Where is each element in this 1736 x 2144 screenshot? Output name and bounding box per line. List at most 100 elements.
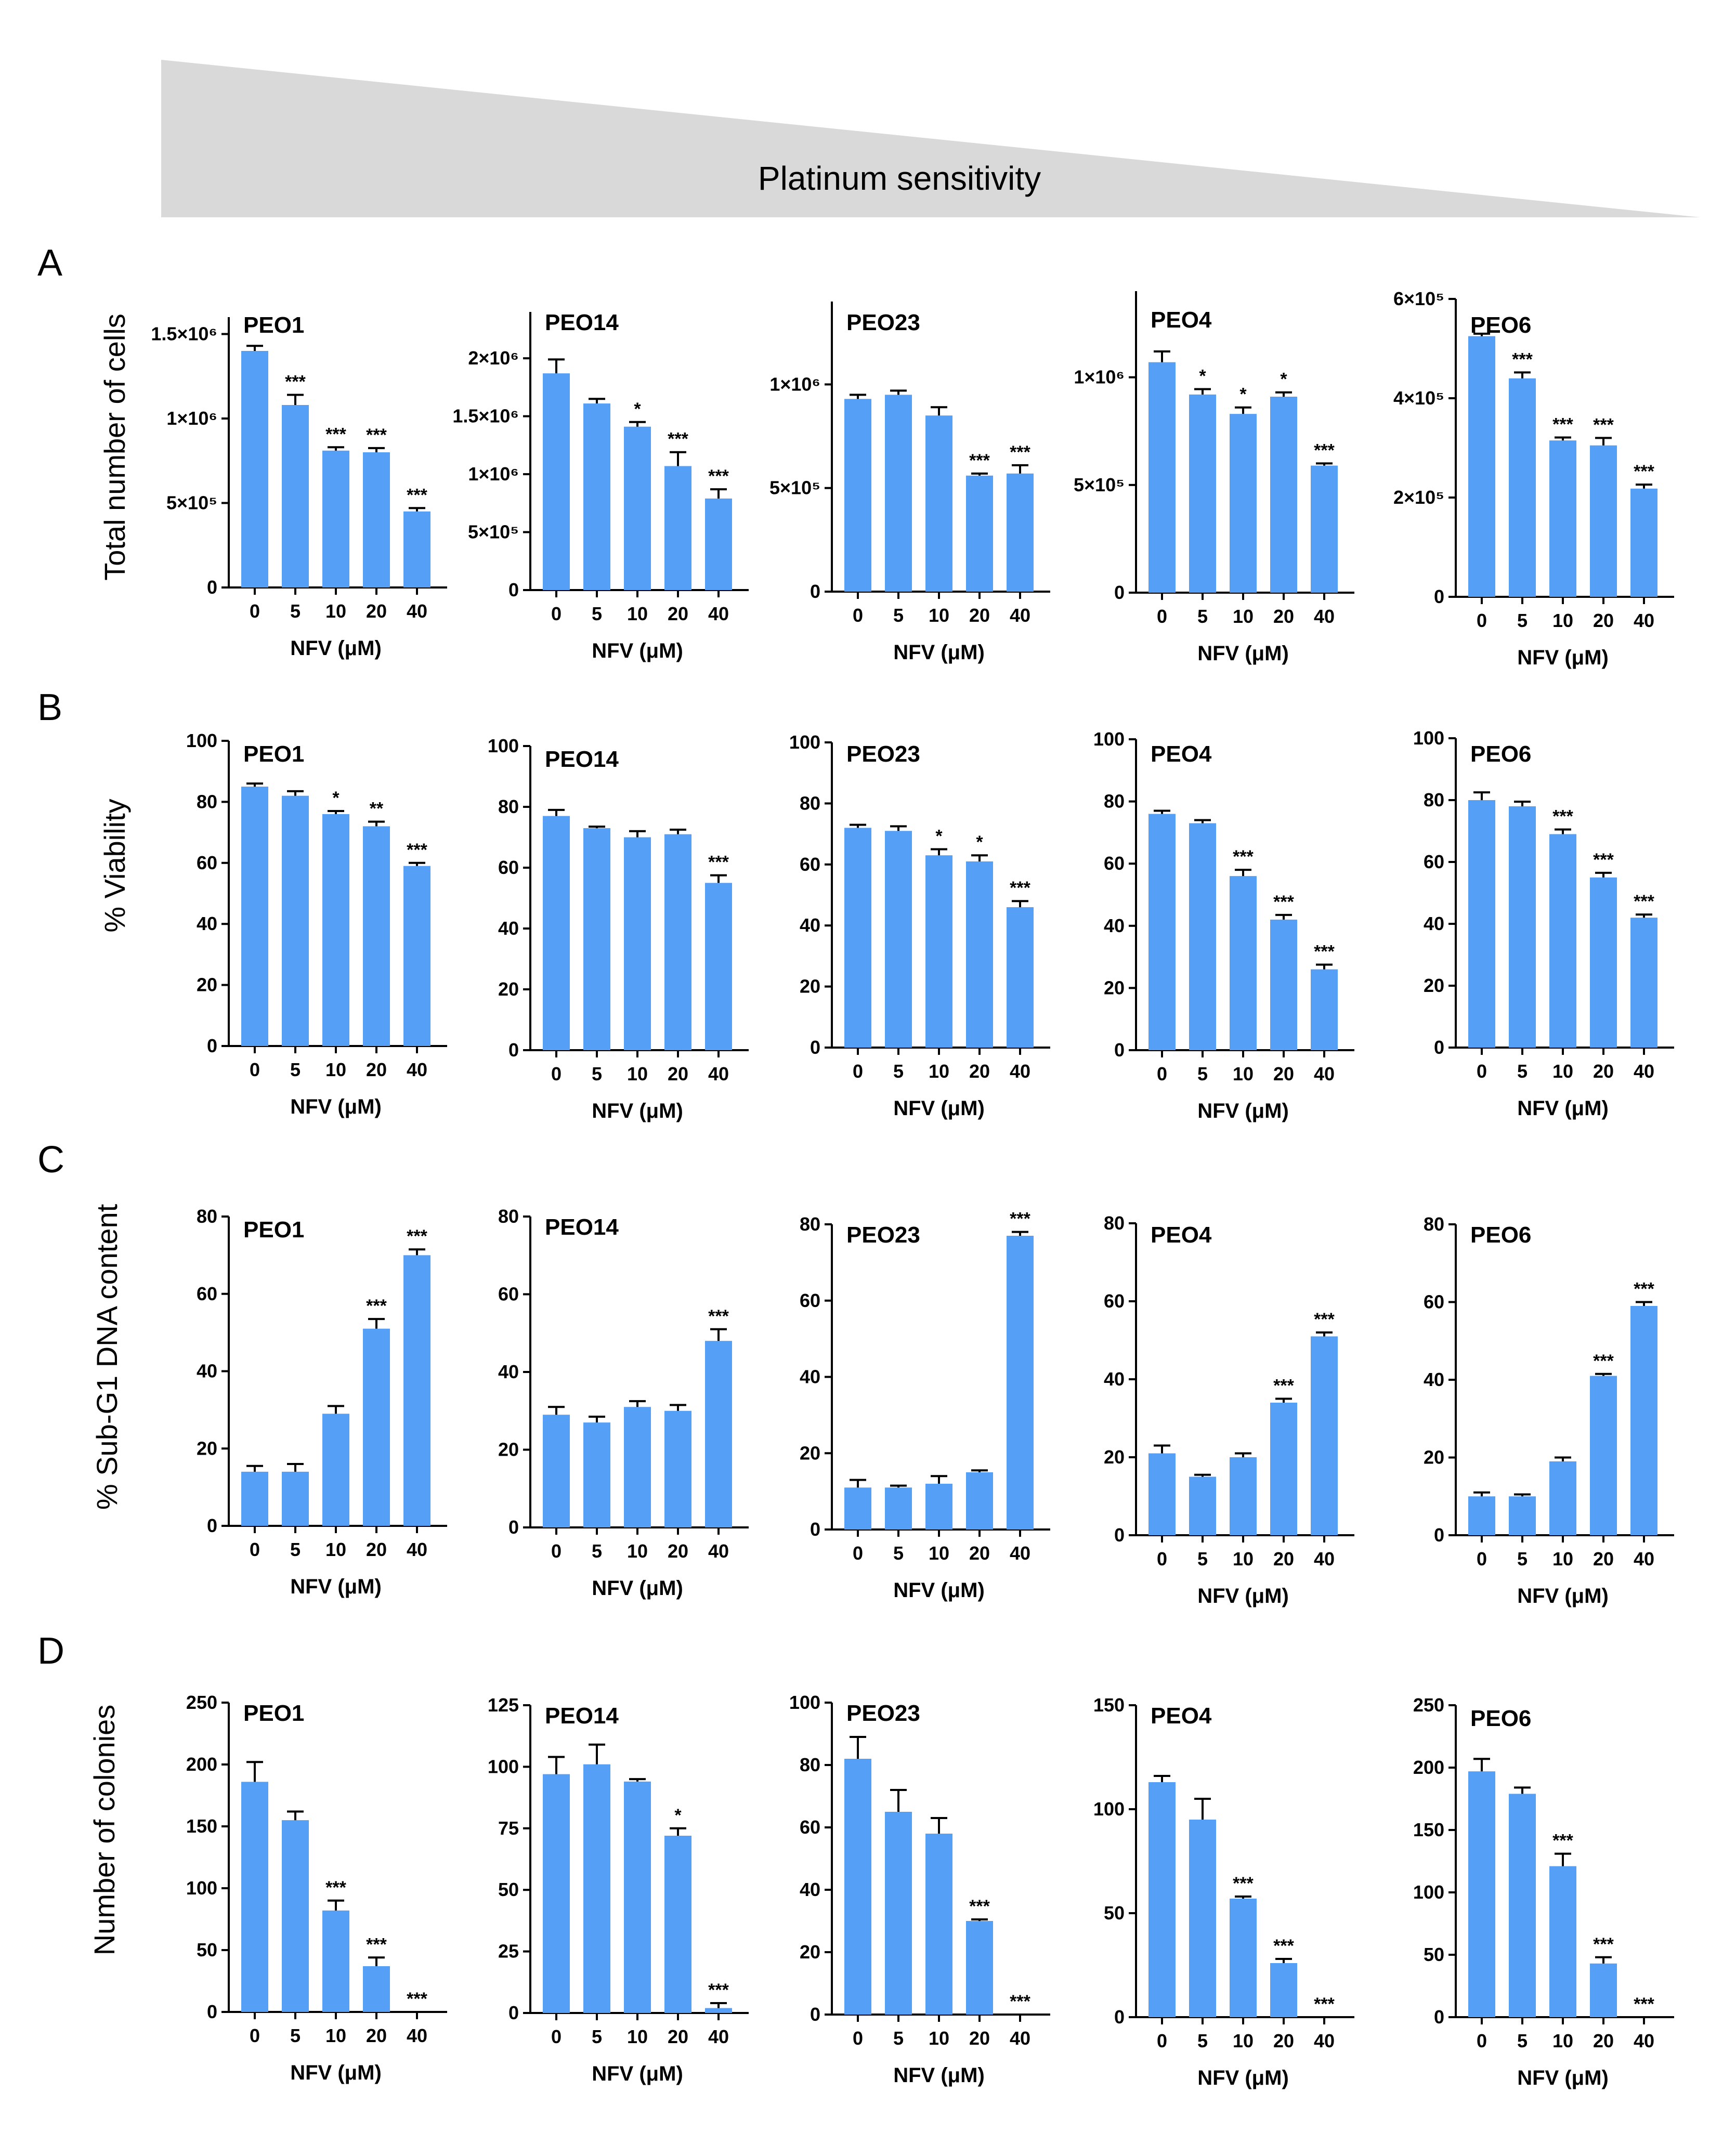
chart-peo6-row3: 0 20 40 60 80 PEO6 0 5 10 20 *** 40 *** NFV (μM): [1424, 1213, 1674, 1607]
bar: [1148, 362, 1176, 593]
x-tick-label: 5: [290, 1539, 301, 1560]
chart-title: PEO6: [1470, 1706, 1531, 1731]
bar: [1468, 800, 1495, 1048]
x-tick-label: 10: [627, 603, 648, 624]
bar: [1468, 336, 1495, 597]
bar: [282, 795, 309, 1046]
y-tick-label: 0: [810, 1519, 820, 1540]
significance-marker: ***: [1634, 1994, 1654, 2014]
x-tick-label: 5: [592, 603, 602, 624]
row-C: C % Sub-G1 DNA content: [37, 1139, 123, 1510]
y-tick-label: 150: [186, 1815, 217, 1837]
x-tick-label: 0: [551, 2026, 562, 2047]
x-axis-label: NFV (μM): [290, 637, 382, 660]
y-tick-label: 100: [1413, 727, 1444, 749]
x-tick-label: 40: [708, 1063, 729, 1084]
bar: [1311, 1336, 1338, 1535]
bar: [664, 1410, 691, 1527]
y-tick-label: 50: [197, 1939, 217, 1960]
y-tick-label: 20: [197, 974, 217, 996]
y-tick-label: 100: [1093, 728, 1125, 750]
significance-marker: ***: [1273, 892, 1294, 912]
x-tick-label: 10: [1552, 610, 1573, 631]
bar: [844, 1487, 871, 1529]
x-tick-label: 10: [627, 1063, 648, 1084]
bar: [322, 814, 349, 1046]
chart-title: PEO6: [1470, 1222, 1531, 1248]
bar: [885, 831, 912, 1048]
x-tick-label: 5: [1517, 1061, 1528, 1082]
x-tick-label: 5: [893, 1542, 904, 1564]
bar: [1509, 806, 1536, 1048]
y-tick-label: 40: [1424, 1369, 1444, 1390]
x-tick-label: 10: [929, 1061, 949, 1082]
bar: [282, 1471, 309, 1526]
y-tick-label: 0: [1114, 1524, 1125, 1546]
x-tick-label: 0: [853, 1542, 863, 1564]
x-axis-label: NFV (μM): [1517, 1097, 1609, 1120]
bar: [664, 834, 691, 1050]
bar: [363, 1328, 390, 1526]
platinum-sensitivity-label: Platinum sensitivity: [758, 160, 1041, 197]
y-tick-label: 100: [488, 1756, 519, 1777]
bar: [1148, 814, 1176, 1050]
y-tick-label: 1×10⁶: [166, 408, 217, 429]
y-tick-label: 60: [498, 1284, 519, 1305]
y-tick-label: 60: [1104, 853, 1125, 874]
significance-marker: ***: [708, 1980, 729, 2000]
bar: [925, 1483, 952, 1529]
x-tick-label: 0: [551, 1540, 562, 1562]
bar: [403, 1255, 430, 1526]
bar: [322, 1910, 349, 2012]
y-tick-label: 0: [1434, 2006, 1444, 2028]
bar: [1007, 1236, 1034, 1529]
bar: [1230, 414, 1257, 593]
x-tick-label: 10: [929, 605, 949, 626]
x-axis-label: NFV (μM): [1517, 1585, 1609, 1607]
significance-marker: ***: [1010, 878, 1030, 898]
bar: [624, 837, 651, 1050]
bar: [1270, 1963, 1297, 2017]
x-tick-label: 40: [1010, 1061, 1030, 1082]
chart-peo23-row1: 0 5×10⁵ 1×10⁶ PEO23 0 5 10 20 *** 40 *** NFV (μM): [769, 302, 1050, 664]
bar: [1270, 397, 1297, 593]
chart-peo4-row1: 0 5×10⁵ 1×10⁶ PEO4 0 5 * 10 * 20 * 40 *** NFV (μM): [1074, 291, 1354, 665]
x-axis-label: NFV (μM): [592, 1577, 683, 1600]
chart-title: PEO1: [243, 1217, 304, 1243]
y-tick-label: 40: [800, 1366, 820, 1388]
bar: [1007, 907, 1034, 1048]
bar: [583, 403, 610, 590]
y-tick-label: 0: [810, 2004, 820, 2025]
y-tick-label: 50: [1104, 1902, 1125, 1924]
y-tick-label: 40: [1104, 915, 1125, 936]
significance-marker: ***: [1010, 1992, 1030, 2011]
chart-peo23-row3: 0 20 40 60 80 PEO23 0 5 10 20 40 *** NFV (μM): [800, 1209, 1050, 1602]
significance-marker: *: [674, 1806, 682, 1825]
x-tick-label: 0: [250, 1539, 260, 1560]
y-tick-label: 20: [800, 1941, 820, 1963]
significance-marker: ***: [1233, 1874, 1254, 1893]
significance-marker: ***: [1593, 415, 1614, 435]
significance-marker: ***: [1634, 892, 1654, 911]
y-tick-label: 80: [800, 792, 820, 814]
bar: [1189, 823, 1216, 1050]
row-A: A Total number of cells: [37, 242, 131, 581]
bar: [1468, 1771, 1495, 2017]
y-tick-label: 80: [1104, 1212, 1125, 1234]
y-tick-label: 4×10⁵: [1393, 387, 1444, 409]
y-tick-label: 2×10⁶: [468, 347, 519, 369]
x-tick-label: 10: [1233, 2030, 1254, 2051]
bar: [705, 1341, 732, 1527]
chart-title: PEO23: [846, 741, 920, 767]
x-tick-label: 20: [1273, 2030, 1294, 2051]
significance-marker: ***: [1273, 1376, 1294, 1396]
y-tick-label: 0: [207, 1515, 217, 1536]
bar: [543, 816, 570, 1050]
bar: [1148, 1453, 1176, 1535]
bar: [282, 1820, 309, 2012]
significance-marker: ***: [407, 1989, 427, 2009]
bar: [844, 828, 871, 1048]
x-tick-label: 0: [1157, 1063, 1167, 1084]
y-tick-label: 20: [1424, 975, 1444, 996]
